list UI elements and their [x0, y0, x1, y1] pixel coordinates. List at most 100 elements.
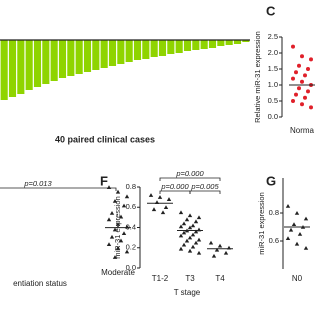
data-point	[297, 232, 303, 236]
data-point	[178, 246, 184, 251]
bar	[133, 40, 142, 60]
bar	[208, 40, 217, 48]
x-tick-label: Moderate	[101, 268, 135, 277]
x-tick-label: T3	[185, 274, 195, 283]
data-point	[181, 242, 187, 247]
bar	[242, 40, 250, 42]
bar	[50, 40, 58, 81]
data-point	[178, 233, 184, 238]
bar	[25, 40, 33, 90]
bracket	[189, 190, 221, 194]
bar	[200, 40, 208, 49]
bracket	[0, 187, 117, 191]
data-point	[112, 255, 118, 259]
y-tick-label: 2.0	[268, 48, 278, 57]
data-point	[106, 242, 112, 247]
data-point	[187, 235, 193, 240]
data-point	[115, 245, 121, 250]
bar	[0, 40, 8, 100]
data-point	[291, 44, 295, 49]
data-point	[297, 86, 301, 91]
data-point	[181, 221, 187, 226]
data-point	[124, 249, 130, 254]
bar	[192, 40, 200, 50]
data-point	[112, 227, 118, 232]
data-point	[214, 247, 220, 252]
data-point	[285, 236, 291, 240]
data-point	[297, 63, 301, 68]
data-point	[291, 222, 297, 226]
data-point	[187, 225, 193, 230]
data-point	[118, 214, 124, 219]
data-point	[181, 230, 187, 235]
data-point	[303, 246, 309, 250]
bar	[58, 40, 67, 78]
data-point	[151, 207, 157, 212]
panel-label: C	[266, 3, 276, 18]
data-point	[106, 217, 112, 222]
data-point	[178, 224, 184, 229]
y-axis-label: miR-31 expression	[257, 192, 266, 255]
data-point	[190, 244, 196, 249]
data-point	[163, 205, 169, 210]
data-point	[196, 250, 202, 255]
bar	[92, 40, 100, 70]
data-point	[208, 240, 214, 245]
p-value: p=0.005	[190, 182, 219, 191]
bar	[8, 40, 17, 97]
data-point	[178, 210, 184, 215]
p-value: p=0.013	[23, 179, 52, 188]
bar	[75, 40, 83, 74]
y-tick-label: 0.8	[269, 208, 279, 217]
y-tick-label: 2.5	[268, 32, 278, 41]
data-point	[190, 232, 196, 237]
data-point	[166, 197, 172, 201]
y-tick-label: 0.8	[126, 182, 136, 191]
data-point	[303, 95, 307, 100]
bar	[167, 40, 175, 54]
data-point	[294, 211, 300, 215]
data-point	[291, 99, 295, 103]
bar	[217, 40, 225, 46]
y-tick-label: 0.0	[268, 112, 278, 121]
data-point	[193, 240, 199, 245]
x-tick-label: T1-2	[152, 274, 169, 283]
y-axis-label: Relative miR-31 expression	[253, 31, 262, 123]
bar	[183, 40, 192, 51]
p-value: p=0.000	[160, 182, 189, 191]
x-axis-label: entiation status	[13, 279, 67, 288]
data-point	[288, 227, 294, 232]
data-point	[217, 243, 223, 248]
data-point	[303, 73, 307, 78]
data-point	[306, 67, 310, 71]
data-point	[184, 238, 190, 243]
y-tick-label: 1.0	[268, 80, 278, 89]
bar	[233, 40, 242, 44]
data-point	[115, 222, 121, 226]
data-point	[121, 203, 127, 208]
data-point	[190, 223, 196, 228]
data-point	[160, 210, 166, 215]
data-point	[300, 54, 304, 59]
bar	[142, 40, 150, 59]
data-point	[196, 215, 202, 220]
bar	[83, 40, 92, 72]
data-point	[303, 216, 309, 221]
x-tick-label: Norma	[290, 126, 315, 135]
bar	[33, 40, 42, 87]
data-point	[115, 189, 121, 194]
data-point	[187, 248, 193, 253]
p-value: p=0.000	[175, 169, 204, 178]
data-point	[187, 213, 193, 218]
bracket	[159, 190, 191, 194]
bar	[100, 40, 108, 68]
y-tick-label: 0.2	[126, 243, 136, 252]
data-point	[124, 194, 130, 199]
data-point	[309, 105, 313, 110]
bar	[175, 40, 183, 53]
data-point	[118, 238, 124, 243]
panel-label: G	[266, 173, 276, 188]
y-tick-label: 1.5	[268, 64, 278, 73]
data-point	[309, 57, 313, 62]
